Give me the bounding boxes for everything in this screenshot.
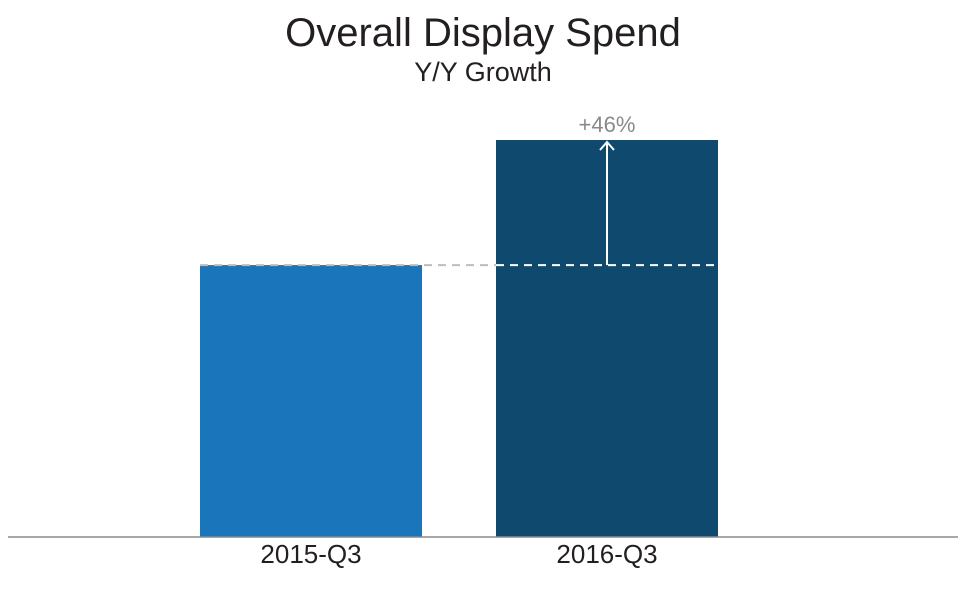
ticks-layer: 2015-Q3 2016-Q3 (260, 539, 657, 569)
x-tick-label: 2016-Q3 (556, 539, 657, 569)
x-tick-label: 2015-Q3 (260, 539, 361, 569)
chart-title: Overall Display Spend (285, 11, 681, 55)
bars-layer (200, 140, 718, 537)
annotation-layer: +46% (579, 112, 636, 266)
chart-subtitle: Y/Y Growth (414, 57, 552, 87)
bar-2015-Q3 (200, 265, 422, 537)
growth-arrow-head (599, 140, 615, 151)
growth-annotation-label: +46% (579, 112, 636, 137)
